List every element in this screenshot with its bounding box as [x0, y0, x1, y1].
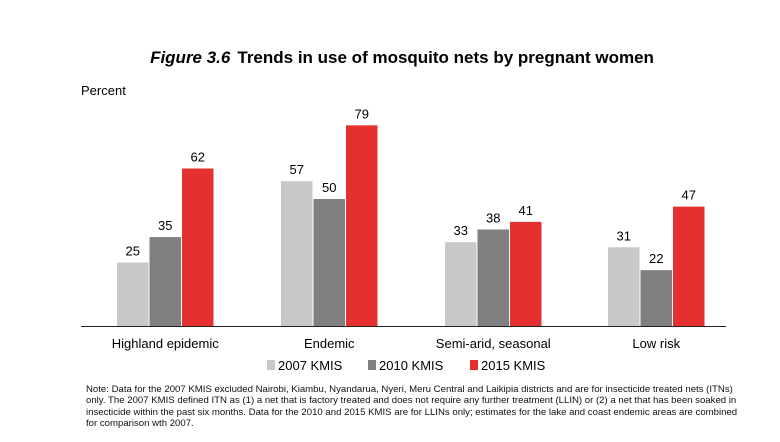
chart-note: Note: Data for the 2007 KMIS excluded Na…	[86, 384, 738, 430]
bar-highland-epidemic-2007-kmis	[117, 262, 149, 326]
category-label-highland-epidemic: Highland epidemic	[112, 336, 219, 351]
data-label-endemic-2010-kmis: 50	[322, 180, 336, 195]
category-label-endemic: Endemic	[304, 336, 355, 351]
legend-swatch-2010-kmis	[368, 360, 376, 370]
category-label-semi-arid-seasonal: Semi-arid, seasonal	[436, 336, 551, 351]
legend-label-2010-kmis: 2010 KMIS	[379, 358, 444, 373]
category-labels-group: Highland epidemic Endemic Semi-arid, seaso…	[112, 336, 681, 351]
chart-title-text: Trends in use of mosquito nets by pregna…	[237, 48, 654, 67]
bar-highland-epidemic-2010-kmis	[149, 237, 181, 326]
data-label-highland-epidemic-2015-kmis: 62	[191, 150, 205, 165]
bar-low-risk-2015-kmis	[673, 206, 705, 326]
legend-label-2015-kmis: 2015 KMIS	[481, 358, 546, 373]
y-axis-label: Percent	[81, 83, 126, 98]
data-label-endemic-2007-kmis: 57	[290, 162, 304, 177]
data-label-highland-epidemic-2010-kmis: 35	[158, 218, 172, 233]
figure-number: Figure 3.6	[150, 48, 231, 67]
legend-label-2007-kmis: 2007 KMIS	[278, 358, 343, 373]
data-label-semi-arid-seasonal-2007-kmis: 33	[454, 223, 468, 238]
data-label-low-risk-2010-kmis: 22	[649, 251, 663, 266]
bar-semi-arid-seasonal-2010-kmis	[477, 229, 509, 326]
data-label-low-risk-2007-kmis: 31	[617, 228, 631, 243]
legend-swatch-2007-kmis	[267, 360, 275, 370]
bar-low-risk-2007-kmis	[608, 247, 640, 326]
bar-semi-arid-seasonal-2015-kmis	[510, 221, 542, 326]
bar-low-risk-2010-kmis	[640, 270, 672, 326]
bar-highland-epidemic-2015-kmis	[182, 168, 214, 326]
legend-swatch-2015-kmis	[470, 360, 478, 370]
data-label-endemic-2015-kmis: 79	[355, 106, 369, 121]
chart-title: Figure 3.6 Trends in use of mosquito nets…	[150, 48, 654, 67]
data-labels-group: 25 35 62 57 50 79 33 38 41 31 22 47	[126, 106, 696, 266]
data-label-semi-arid-seasonal-2015-kmis: 41	[519, 203, 533, 218]
bar-endemic-2007-kmis	[281, 181, 313, 326]
data-label-low-risk-2015-kmis: 47	[682, 188, 696, 203]
bars-group	[117, 125, 705, 326]
bar-endemic-2015-kmis	[346, 125, 378, 326]
legend: 2007 KMIS 2010 KMIS 2015 KMIS	[267, 358, 546, 373]
bar-endemic-2010-kmis	[313, 199, 345, 326]
data-label-semi-arid-seasonal-2010-kmis: 38	[486, 210, 500, 225]
bar-semi-arid-seasonal-2007-kmis	[445, 242, 477, 326]
category-label-low-risk: Low risk	[632, 336, 680, 351]
data-label-highland-epidemic-2007-kmis: 25	[126, 244, 140, 259]
